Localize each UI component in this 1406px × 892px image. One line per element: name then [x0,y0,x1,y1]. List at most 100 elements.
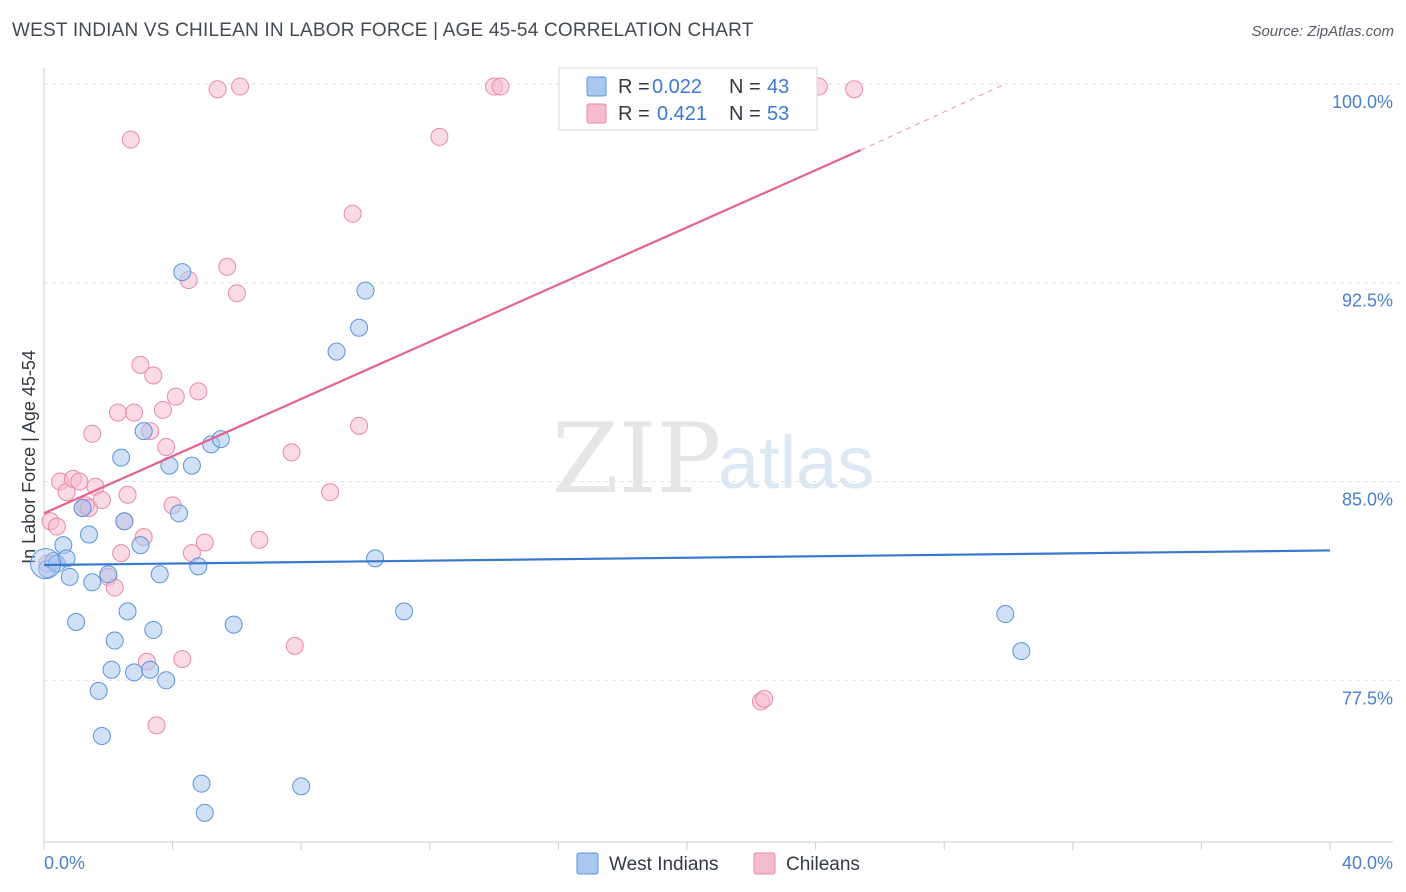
chileans-point [343,204,362,223]
watermark-atlas: atlas [718,421,874,504]
trendlines [43,83,1331,567]
chileans-point [218,257,237,276]
west-indians-point [92,726,111,745]
legend-n-label-1: N = [729,76,761,98]
chileans-point [144,366,163,385]
chileans-point [108,403,127,422]
chileans-point [845,80,864,99]
chileans-point [208,80,227,99]
y-tick-label: 85.0% [1342,490,1393,510]
chileans-point [131,355,150,374]
chileans-point [282,443,301,462]
west-indians-point [112,448,131,467]
chart-title: WEST INDIAN VS CHILEAN IN LABOR FORCE | … [12,20,754,41]
west-indians-point [195,803,214,822]
west-indians-point [60,567,79,586]
chileans-point [321,483,340,502]
chileans-point [92,491,111,510]
legend-r-label-1: R = [618,76,650,98]
west-indians-point [57,549,76,568]
chileans-point [147,716,166,735]
y-tick-label: 100.0% [1332,92,1393,112]
west-indians-point [150,565,169,584]
west-indians-point [141,660,160,679]
west-indians-swatch [586,76,607,97]
chileans-swatch [586,103,607,124]
chileans-point [157,438,176,457]
chileans-point [227,284,246,303]
series-legend: West Indians Chileans [576,852,860,875]
west-indians-point [1012,642,1031,661]
x-tick-label: 40.0% [1342,853,1393,873]
west-indians-point [131,536,150,555]
west-indians-legend-swatch [576,852,599,875]
legend-r-value-2: 0.421 [657,103,707,125]
legend-r-value-1: 0.022 [652,76,702,98]
west-indians-point [115,512,134,531]
legend-r-label-2: R = [618,103,650,125]
chileans-point [189,382,208,401]
chileans-point [755,689,774,708]
legend-n-value-1: 43 [767,76,789,98]
west-indians-point [73,499,92,518]
chileans-trendline-extension [860,83,1006,151]
y-axis-label: In Labor Force | Age 45-54 [19,350,39,564]
west-indians-cluster-point [30,548,62,580]
chileans-point [112,544,131,563]
chileans-point [173,650,192,669]
chileans-trendline [43,149,862,515]
west-indians-legend-label: West Indians [609,854,718,875]
west-indians-point [118,602,137,621]
chileans-point [491,77,510,96]
chileans-point [430,127,449,146]
x-tick-label: 0.0% [44,853,85,873]
chileans-point [121,130,140,149]
west-indians-point [102,660,121,679]
west-indians-point [366,549,385,568]
west-indians-point [89,681,108,700]
west-indians-point [350,318,369,337]
west-indians-point [67,612,86,631]
legend-n-label-2: N = [729,103,761,125]
chileans-point [195,533,214,552]
watermark: ZIP atlas [552,403,874,515]
west-indians-point [182,456,201,475]
chileans-points [38,77,864,735]
west-indians-point [99,565,118,584]
west-indians-point [356,281,375,300]
west-indians-point [189,557,208,576]
west-indians-point [173,263,192,282]
west-indians-point [105,631,124,650]
west-indians-point [170,504,189,523]
west-indians-points [30,263,1031,822]
west-indians-point [292,777,311,796]
chileans-point [231,77,250,96]
chileans-legend-label: Chileans [786,854,860,875]
chileans-point [118,485,137,504]
axes: 77.5% 85.0% 92.5% 100.0% 0.0% 40.0% [43,68,1393,873]
chileans-point [47,517,66,536]
west-indians-point [83,573,102,592]
y-tick-label: 77.5% [1342,688,1393,708]
legend-n-value-2: 53 [767,103,789,125]
chileans-legend-swatch [753,852,776,875]
west-indians-point [192,774,211,793]
west-indians-point [134,422,153,441]
west-indians-point [157,671,176,690]
west-indians-point [144,620,163,639]
west-indians-trendline [43,549,1331,567]
chileans-point [70,472,89,491]
chileans-point [166,387,185,406]
chileans-point [125,403,144,422]
west-indians-point [395,602,414,621]
chileans-point [153,400,172,419]
chileans-point [250,530,269,549]
west-indians-point [996,605,1015,624]
west-indians-point [80,525,99,544]
chileans-point [285,636,304,655]
gridlines [44,83,1400,681]
west-indians-point [327,342,346,361]
watermark-zip: ZIP [552,403,721,515]
chileans-point [350,416,369,435]
west-indians-point [224,615,243,634]
